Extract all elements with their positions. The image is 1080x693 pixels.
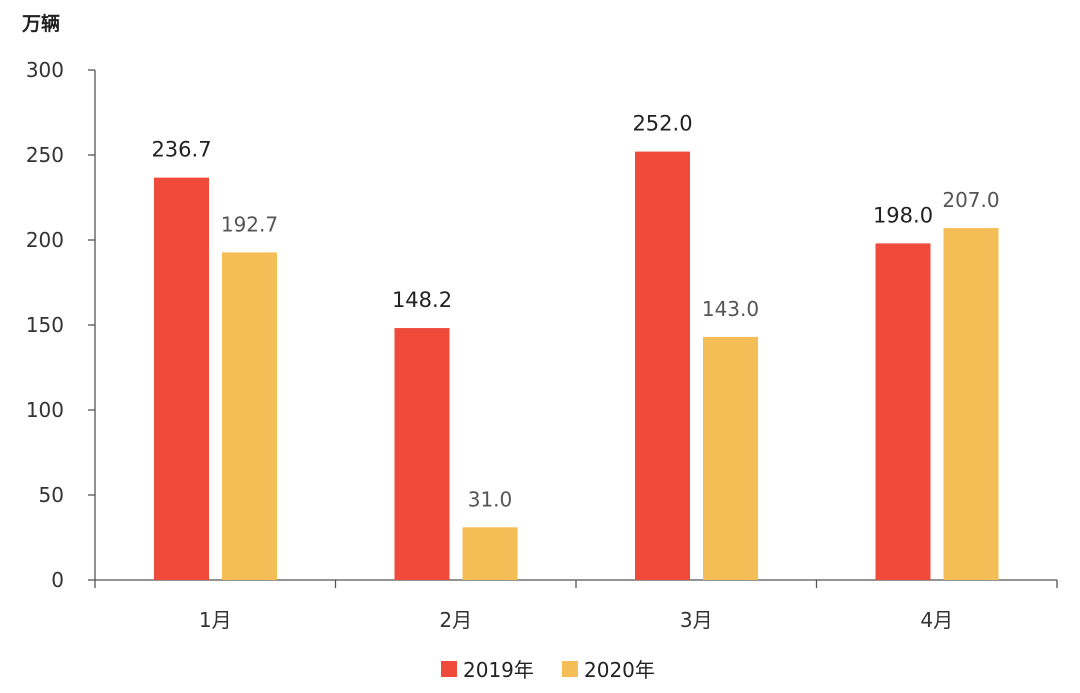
data-label: 198.0 — [873, 203, 933, 227]
data-label: 252.0 — [632, 112, 692, 136]
bar-2019年-1月 — [154, 177, 209, 581]
bar-2019年-2月 — [394, 328, 450, 580]
data-label: 236.7 — [151, 138, 211, 162]
bar-2019年-3月 — [635, 151, 690, 580]
bar-2020年-2月 — [462, 527, 518, 580]
x-tick-label: 2月 — [439, 608, 472, 632]
data-label: 192.7 — [221, 212, 278, 236]
legend-label: 2019年 — [463, 658, 534, 682]
bar-2020年-3月 — [703, 336, 758, 580]
legend-swatch — [441, 661, 457, 677]
data-label: 207.0 — [942, 188, 999, 212]
bar-2020年-4月 — [943, 228, 999, 580]
x-tick-label: 1月 — [199, 608, 232, 632]
bars — [154, 151, 999, 581]
y-tick-label: 200 — [26, 228, 64, 252]
y-tick-label: 50 — [39, 483, 64, 507]
data-label: 148.2 — [392, 288, 452, 312]
legend: 2019年 2020年 — [441, 658, 655, 682]
data-label: 31.0 — [468, 487, 513, 511]
x-tick-label: 3月 — [680, 608, 713, 632]
y-tick-label: 0 — [51, 568, 64, 592]
y-tick-label: 300 — [26, 58, 64, 82]
y-tick-label: 150 — [26, 313, 64, 337]
data-label: 143.0 — [702, 297, 759, 321]
legend-label: 2020年 — [584, 658, 655, 682]
y-tick-label: 100 — [26, 398, 64, 422]
y-tick-label: 250 — [26, 143, 64, 167]
bar-2020年-1月 — [222, 252, 277, 580]
data-labels: 236.7 192.7 148.2 31.0 252.0 143.0 198.0 207.0 — [151, 112, 999, 512]
bar-2019年-4月 — [875, 243, 931, 580]
axes: 0 50 100 150 200 250 300 1月 2月 3月 4月 — [26, 58, 1058, 632]
x-tick-label: 4月 — [920, 608, 953, 632]
legend-swatch — [562, 661, 578, 677]
y-axis-unit-label: 万辆 — [21, 12, 60, 35]
